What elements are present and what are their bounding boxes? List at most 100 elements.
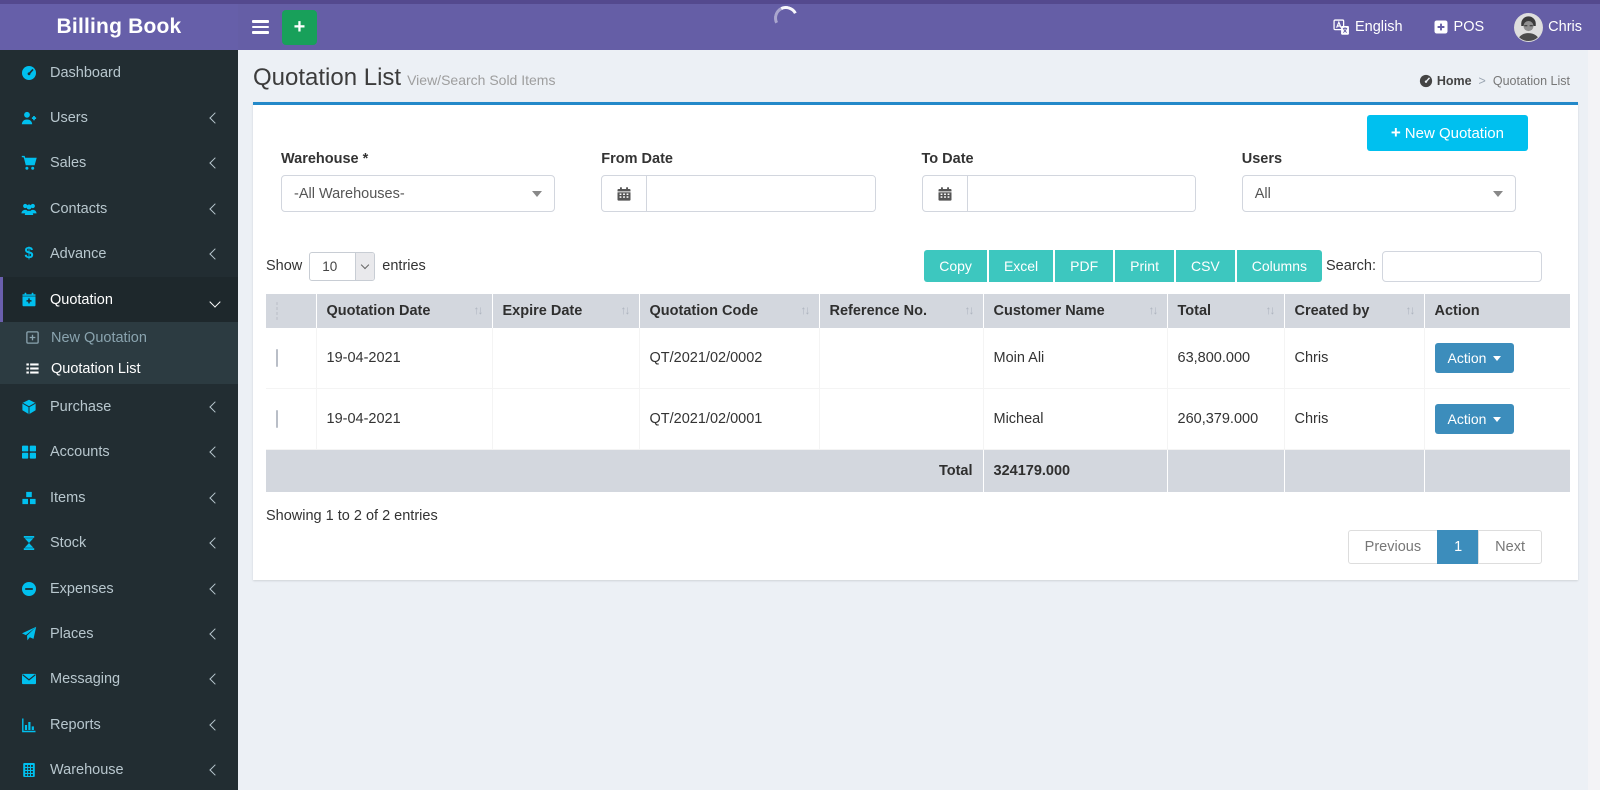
cube-icon	[18, 399, 40, 415]
pos-menu[interactable]: POS	[1433, 19, 1485, 35]
language-menu[interactable]: English	[1333, 18, 1403, 36]
app-logo[interactable]: Billing Book	[0, 4, 238, 50]
customer-name-cell: Moin Ali	[983, 328, 1168, 389]
user-plus-icon	[18, 110, 40, 126]
warehouse-select[interactable]: -All Warehouses-	[281, 175, 556, 212]
top-nav-right: English POS	[1333, 12, 1600, 42]
action-cell: Action	[1424, 388, 1570, 450]
sidebar-item-label: Advance	[50, 246, 107, 263]
excel-button[interactable]: Excel	[988, 250, 1054, 282]
col-created-by[interactable]: Created by ↑↓	[1284, 294, 1425, 328]
chevron-left-icon	[209, 673, 221, 686]
content-header: Quotation List View/Search Sold Items Hom…	[238, 50, 1600, 102]
search-input[interactable]	[1382, 250, 1542, 282]
chevron-left-icon	[209, 719, 221, 731]
from-date-input[interactable]	[647, 176, 875, 211]
table-controls: Show 10 entries Copy Excel PDF Print CSV…	[253, 212, 1578, 282]
caret-down-icon	[1493, 355, 1502, 361]
sidebar-item-places[interactable]: Places	[0, 611, 238, 656]
sort-icon: ↑↓	[964, 303, 975, 317]
sidebar-subitem-quotation-list[interactable]: Quotation List	[0, 353, 238, 384]
select-all-checkbox[interactable]	[276, 302, 278, 320]
col-expire-date[interactable]: Expire Date ↑↓	[492, 294, 640, 328]
scrollbar-track[interactable]	[1588, 50, 1600, 790]
search-control: Search:	[1326, 250, 1542, 282]
sidebar-item-quotation[interactable]: Quotation	[0, 276, 238, 323]
pagination-row: Previous 1 Next	[253, 524, 1578, 564]
sidebar-item-reports[interactable]: Reports	[0, 702, 238, 747]
from-date-group	[601, 175, 876, 212]
row-checkbox[interactable]	[276, 410, 278, 428]
breadcrumb-home[interactable]: Home	[1419, 74, 1472, 88]
envelope-icon	[18, 671, 40, 687]
user-avatar	[1514, 12, 1544, 42]
row-action-button[interactable]: Action	[1434, 343, 1515, 373]
sidebar-item-users[interactable]: Users	[0, 95, 238, 140]
sidebar-item-warehouse[interactable]: Warehouse	[0, 747, 238, 790]
hourglass-icon	[18, 535, 40, 551]
to-date-input[interactable]	[967, 176, 1195, 211]
print-button[interactable]: Print	[1115, 250, 1174, 282]
sidebar-item-messaging[interactable]: Messaging	[0, 657, 238, 702]
col-customer-name[interactable]: Customer Name ↑↓	[983, 294, 1168, 328]
dollar-icon: $	[24, 245, 34, 263]
users-select[interactable]: All	[1241, 175, 1516, 212]
pdf-button[interactable]: PDF	[1055, 250, 1114, 282]
page-number-button[interactable]: 1	[1437, 529, 1480, 564]
user-menu[interactable]: Chris	[1514, 12, 1582, 42]
sidebar-item-label: Contacts	[50, 200, 108, 217]
new-quotation-button[interactable]: + New Quotation	[1366, 115, 1528, 151]
sidebar-item-sales[interactable]: Sales	[0, 141, 238, 186]
columns-button[interactable]: Columns	[1236, 250, 1323, 282]
new-quotation-label: New Quotation	[1404, 124, 1504, 142]
sidebar-item-label: Dashboard	[50, 64, 121, 81]
users-label: Users	[1241, 151, 1283, 167]
loading-spinner-icon	[770, 2, 802, 34]
minus-circle-icon	[18, 581, 40, 597]
row-checkbox[interactable]	[276, 349, 278, 367]
copy-button[interactable]: Copy	[924, 250, 987, 282]
sidebar-item-accounts[interactable]: Accounts	[0, 430, 238, 475]
search-label: Search:	[1326, 258, 1376, 274]
sidebar-item-advance[interactable]: $ Advance	[0, 232, 238, 277]
quotation-submenu: New Quotation Quotation List	[0, 322, 238, 385]
row-select-cell	[266, 328, 317, 389]
quotation-table-wrap: Quotation Date ↑↓ Expire Date ↑↓ Quotation…	[253, 282, 1578, 492]
sidebar-item-expenses[interactable]: Expenses	[0, 566, 238, 611]
quick-add-button[interactable]: +	[282, 9, 317, 45]
sidebar-subitem-new-quotation[interactable]: New Quotation	[0, 322, 238, 353]
sidebar-item-dashboard[interactable]: Dashboard	[0, 50, 238, 95]
chevron-left-icon	[209, 628, 221, 640]
sidebar-item-purchase[interactable]: Purchase	[0, 384, 238, 429]
col-quotation-code[interactable]: Quotation Code ↑↓	[639, 294, 820, 328]
language-icon	[1333, 18, 1350, 36]
to-date-group	[921, 175, 1196, 212]
cubes-icon	[18, 490, 40, 506]
to-date-label: To Date	[921, 151, 974, 167]
window-top-strip	[0, 0, 1600, 4]
warehouse-building-icon	[18, 762, 40, 778]
select-arrow-icon	[355, 252, 375, 280]
table-footer-row: Total 324179.000	[266, 449, 1570, 492]
calendar-icon[interactable]	[602, 176, 648, 211]
top-header: Billing Book + English	[0, 2, 1600, 50]
pos-label: POS	[1453, 19, 1485, 35]
quotation-code-cell: QT/2021/02/0001	[639, 388, 820, 450]
col-total[interactable]: Total ↑↓	[1167, 294, 1285, 328]
sidebar-item-contacts[interactable]: Contacts	[0, 186, 238, 231]
calendar-icon[interactable]	[923, 176, 968, 211]
sidebar-item-label: Accounts	[50, 444, 110, 461]
next-page-button[interactable]: Next	[1478, 529, 1542, 564]
row-action-button[interactable]: Action	[1434, 404, 1515, 434]
pagination: Previous 1 Next	[1347, 529, 1542, 564]
sidebar-item-items[interactable]: Items	[0, 475, 238, 520]
previous-page-button[interactable]: Previous	[1347, 529, 1439, 564]
page-subtitle: View/Search Sold Items	[407, 72, 556, 88]
sidebar-item-stock[interactable]: Stock	[0, 521, 238, 566]
caret-down-icon	[532, 190, 543, 197]
col-reference-no[interactable]: Reference No. ↑↓	[819, 294, 984, 328]
col-quotation-date[interactable]: Quotation Date ↑↓	[316, 294, 493, 328]
csv-button[interactable]: CSV	[1175, 250, 1235, 282]
sidebar-toggle-button[interactable]	[238, 4, 282, 50]
page-size-select[interactable]: 10	[309, 251, 376, 281]
